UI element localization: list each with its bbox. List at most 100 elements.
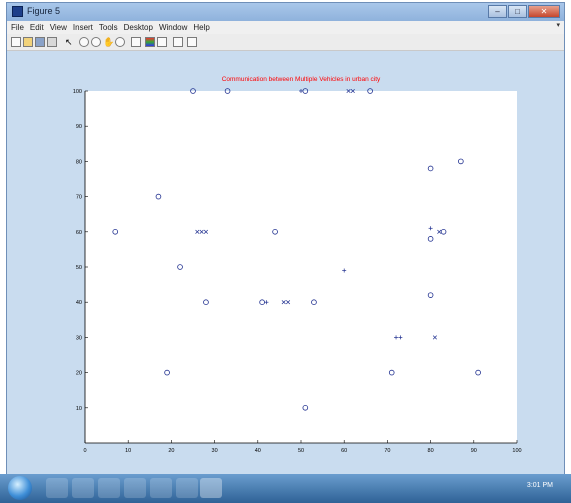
data-point-circle: [440, 229, 447, 235]
menu-insert[interactable]: Insert: [72, 23, 93, 32]
taskbar-matlab-icon[interactable]: [200, 478, 222, 498]
taskbar-explorer-icon[interactable]: [72, 478, 94, 498]
data-point-plus: [428, 226, 433, 231]
menu-tools[interactable]: Tools: [98, 23, 118, 32]
x-tick-label: 70: [384, 448, 390, 454]
data-point-x-stroke: [281, 300, 286, 305]
taskbar-media-icon[interactable]: [98, 478, 120, 498]
data-point-circle: [475, 369, 481, 376]
colorbar-icon[interactable]: [145, 37, 155, 47]
data-point-x-stroke: [195, 229, 200, 234]
hide-plot-tools-icon[interactable]: [173, 37, 183, 47]
start-button[interactable]: [8, 476, 32, 500]
menu-window[interactable]: Window: [158, 23, 188, 32]
menu-view[interactable]: View: [49, 23, 67, 32]
rotate-icon[interactable]: [115, 37, 125, 47]
data-point-circle: [272, 229, 278, 235]
menu-edit[interactable]: Edit: [29, 23, 44, 32]
y-tick-label: 10: [76, 406, 82, 412]
zoom-out-icon[interactable]: [91, 37, 101, 47]
data-point-circle: [427, 165, 434, 172]
axes-background: [85, 91, 517, 443]
data-point-x-stroke: [432, 335, 437, 340]
data-point-x-stroke: [203, 229, 209, 234]
legend-icon[interactable]: [157, 37, 167, 47]
x-tick-label: 40: [255, 448, 261, 454]
data-point-circle: [164, 369, 170, 376]
save-icon[interactable]: [35, 37, 45, 47]
data-point-x: [199, 229, 204, 234]
data-point-circle: [190, 88, 196, 94]
maximize-button[interactable]: □: [508, 5, 527, 18]
new-figure-icon[interactable]: [11, 37, 21, 47]
data-point-x: [203, 229, 209, 234]
y-tick-label: 20: [76, 371, 82, 377]
x-tick-label: 10: [125, 448, 131, 454]
data-point-x: [195, 229, 200, 234]
figure-canvas: Communication between Multiple Vehicles …: [7, 51, 564, 474]
close-button[interactable]: ✕: [528, 5, 560, 18]
taskbar-app-icon[interactable]: [124, 478, 146, 498]
data-point-plus: [398, 335, 403, 340]
taskbar: 3:01 PM: [0, 474, 571, 503]
data-point-circle: [155, 193, 162, 200]
data-point-plus: [264, 300, 269, 305]
data-point-x-stroke: [437, 229, 442, 234]
data-point-circle: [311, 299, 317, 306]
taskbar-app3-icon[interactable]: [176, 478, 198, 498]
taskbar-ie-icon[interactable]: [46, 478, 68, 498]
data-point-circle: [224, 88, 231, 94]
menu-help[interactable]: Help: [193, 23, 210, 32]
select-arrow-icon[interactable]: ↖: [65, 37, 73, 47]
data-point-circle: [458, 158, 464, 165]
window-title: Figure 5: [27, 6, 61, 16]
x-tick-label: 90: [471, 448, 477, 454]
figure-window: Figure 5 – □ ✕ File Edit View Insert Too…: [6, 2, 565, 474]
data-point-circle: [302, 404, 309, 411]
x-tick-label: 30: [212, 448, 218, 454]
data-point-x-stroke: [346, 88, 351, 94]
x-tick-label: 100: [512, 448, 521, 454]
data-point-circle: [427, 236, 434, 242]
x-tick-label: 0: [83, 448, 86, 454]
figure-toolbar: ↖ ✋: [7, 34, 564, 51]
show-plot-tools-icon[interactable]: [187, 37, 197, 47]
y-tick-label: 90: [76, 124, 82, 130]
x-tick-label: 50: [298, 448, 304, 454]
y-tick-label: 50: [76, 265, 82, 271]
data-point-x-stroke: [285, 300, 291, 305]
data-point-x: [281, 300, 286, 305]
data-point-x-stroke: [199, 229, 204, 234]
matlab-figure-icon: [12, 6, 23, 17]
data-point-x: [346, 88, 351, 94]
data-cursor-icon[interactable]: [131, 37, 141, 47]
data-point-circle: [203, 299, 209, 306]
chart-title: Communication between Multiple Vehicles …: [222, 76, 381, 83]
menu-dock-arrow-icon[interactable]: ▾: [556, 22, 560, 29]
data-point-x-stroke: [350, 88, 355, 94]
pan-icon[interactable]: ✋: [103, 37, 115, 47]
x-tick-label: 60: [341, 448, 347, 454]
y-tick-label: 60: [76, 230, 82, 236]
data-point-plus: [394, 335, 399, 340]
open-file-icon[interactable]: [23, 37, 33, 47]
title-bar[interactable]: Figure 5 – □ ✕: [7, 3, 564, 21]
taskbar-clock: 3:01 PM: [526, 482, 553, 489]
print-icon[interactable]: [47, 37, 57, 47]
y-tick-label: 100: [73, 89, 82, 95]
menu-bar: File Edit View Insert Tools Desktop Wind…: [7, 21, 564, 34]
data-point-x: [350, 88, 355, 94]
taskbar-app2-icon[interactable]: [150, 478, 172, 498]
data-point-x: [437, 229, 442, 234]
zoom-in-icon[interactable]: [79, 37, 89, 47]
menu-file[interactable]: File: [11, 23, 24, 32]
data-point-circle: [388, 369, 395, 376]
data-point-plus: [299, 89, 303, 93]
minimize-button[interactable]: –: [488, 5, 507, 18]
menu-desktop[interactable]: Desktop: [123, 23, 153, 32]
data-point-circle: [367, 88, 373, 94]
data-point-circle: [112, 229, 119, 235]
y-tick-label: 70: [76, 195, 82, 201]
scatter-chart: Communication between Multiple Vehicles …: [73, 76, 522, 454]
y-tick-label: 30: [76, 335, 82, 341]
